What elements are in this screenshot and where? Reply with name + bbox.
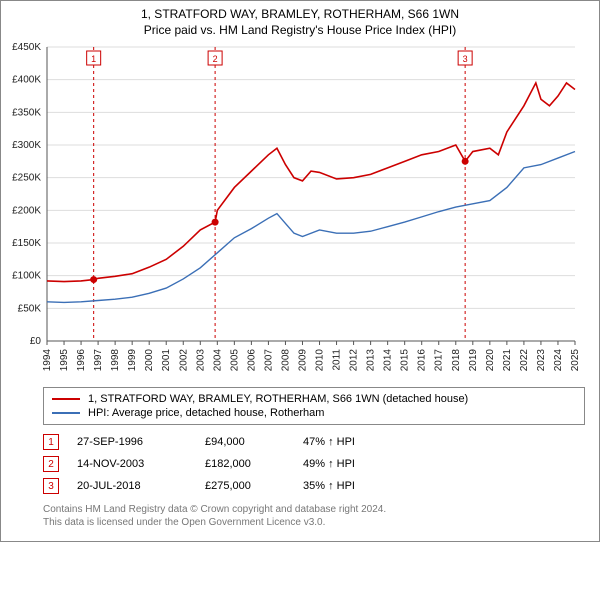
y-tick-label: £150K <box>12 238 41 249</box>
sale-price: £275,000 <box>205 480 285 492</box>
x-tick-label: 2022 <box>519 349 530 372</box>
chart-card: 1, STRATFORD WAY, BRAMLEY, ROTHERHAM, S6… <box>0 0 600 542</box>
sale-marker-number: 2 <box>213 54 218 64</box>
x-tick-label: 2012 <box>349 349 360 372</box>
y-tick-label: £400K <box>12 75 41 86</box>
sale-date: 20-JUL-2018 <box>77 480 187 492</box>
legend-swatch <box>52 398 80 400</box>
x-tick-label: 2014 <box>383 349 394 372</box>
sale-badge: 1 <box>43 434 59 450</box>
sale-marker-dot <box>90 276 97 283</box>
legend-row: HPI: Average price, detached house, Roth… <box>52 406 576 420</box>
sale-marker-dot <box>212 219 219 226</box>
sale-pct: 49% ↑ HPI <box>303 458 383 470</box>
chart-area: £0 £50K £100K £150K £200K £250K £300K £350K £400… <box>1 41 599 381</box>
sale-price: £94,000 <box>205 436 285 448</box>
x-tick-label: 2015 <box>400 349 411 372</box>
x-tick-label: 2008 <box>280 349 291 372</box>
line-chart: £0 £50K £100K £150K £200K £250K £300K £350K £400… <box>1 41 585 381</box>
sale-marker-dot <box>462 158 469 165</box>
x-tick-label: 2001 <box>161 349 172 372</box>
x-tick-label: 2003 <box>195 349 206 372</box>
x-tick-label: 2011 <box>332 349 343 371</box>
x-tick-label: 2020 <box>485 349 496 372</box>
attribution-footer: Contains HM Land Registry data © Crown c… <box>43 503 585 535</box>
sale-row: 3 20-JUL-2018 £275,000 35% ↑ HPI <box>43 475 585 497</box>
x-tick-label: 2019 <box>468 349 479 372</box>
sale-date: 27-SEP-1996 <box>77 436 187 448</box>
x-tick-label: 2018 <box>451 349 462 372</box>
legend-swatch <box>52 412 80 414</box>
x-tick-label: 2016 <box>417 349 428 372</box>
chart-subtitle: Price paid vs. HM Land Registry's House … <box>5 23 595 37</box>
legend-label: HPI: Average price, detached house, Roth… <box>88 407 324 419</box>
sale-pct: 47% ↑ HPI <box>303 436 383 448</box>
x-tick-label: 1996 <box>76 349 87 372</box>
footer-line: Contains HM Land Registry data © Crown c… <box>43 503 585 516</box>
footer-line: This data is licensed under the Open Gov… <box>43 516 585 529</box>
y-tick-label: £450K <box>12 42 41 53</box>
chart-titles: 1, STRATFORD WAY, BRAMLEY, ROTHERHAM, S6… <box>1 1 599 41</box>
x-tick-label: 2025 <box>570 349 581 372</box>
y-tick-label: £250K <box>12 173 41 184</box>
x-tick-label: 2017 <box>434 349 445 372</box>
x-tick-label: 2006 <box>246 349 257 372</box>
x-tick-label: 2002 <box>178 349 189 372</box>
x-tick-label: 2009 <box>297 349 308 372</box>
chart-title: 1, STRATFORD WAY, BRAMLEY, ROTHERHAM, S6… <box>5 7 595 21</box>
x-tick-label: 1994 <box>42 349 53 372</box>
sale-badge: 2 <box>43 456 59 472</box>
legend-label: 1, STRATFORD WAY, BRAMLEY, ROTHERHAM, S6… <box>88 393 468 405</box>
x-tick-label: 2010 <box>315 349 326 372</box>
sale-marker-number: 3 <box>463 54 468 64</box>
legend: 1, STRATFORD WAY, BRAMLEY, ROTHERHAM, S6… <box>43 387 585 425</box>
y-tick-label: £50K <box>18 303 42 314</box>
y-tick-label: £350K <box>12 107 41 118</box>
x-tick-label: 2005 <box>229 349 240 372</box>
sale-badge: 3 <box>43 478 59 494</box>
sale-date: 14-NOV-2003 <box>77 458 187 470</box>
x-tick-label: 1999 <box>127 349 138 372</box>
y-tick-label: £100K <box>12 271 41 282</box>
sale-row: 1 27-SEP-1996 £94,000 47% ↑ HPI <box>43 431 585 453</box>
sale-marker-number: 1 <box>91 54 96 64</box>
sales-table: 1 27-SEP-1996 £94,000 47% ↑ HPI 2 14-NOV-2003… <box>43 431 585 497</box>
sale-row: 2 14-NOV-2003 £182,000 49% ↑ HPI <box>43 453 585 475</box>
x-tick-label: 1997 <box>93 349 104 372</box>
x-tick-label: 1998 <box>110 349 121 372</box>
x-tick-label: 2004 <box>212 349 223 372</box>
x-tick-label: 2024 <box>553 349 564 372</box>
sale-pct: 35% ↑ HPI <box>303 480 383 492</box>
x-tick-label: 2021 <box>502 349 513 372</box>
sale-price: £182,000 <box>205 458 285 470</box>
y-tick-label: £0 <box>30 336 42 347</box>
legend-row: 1, STRATFORD WAY, BRAMLEY, ROTHERHAM, S6… <box>52 392 576 406</box>
x-tick-label: 2023 <box>536 349 547 372</box>
x-tick-label: 2007 <box>263 349 274 372</box>
y-tick-label: £300K <box>12 140 41 151</box>
x-tick-label: 1995 <box>59 349 70 372</box>
x-tick-label: 2013 <box>366 349 377 372</box>
x-tick-label: 2000 <box>144 349 155 372</box>
y-tick-label: £200K <box>12 205 41 216</box>
